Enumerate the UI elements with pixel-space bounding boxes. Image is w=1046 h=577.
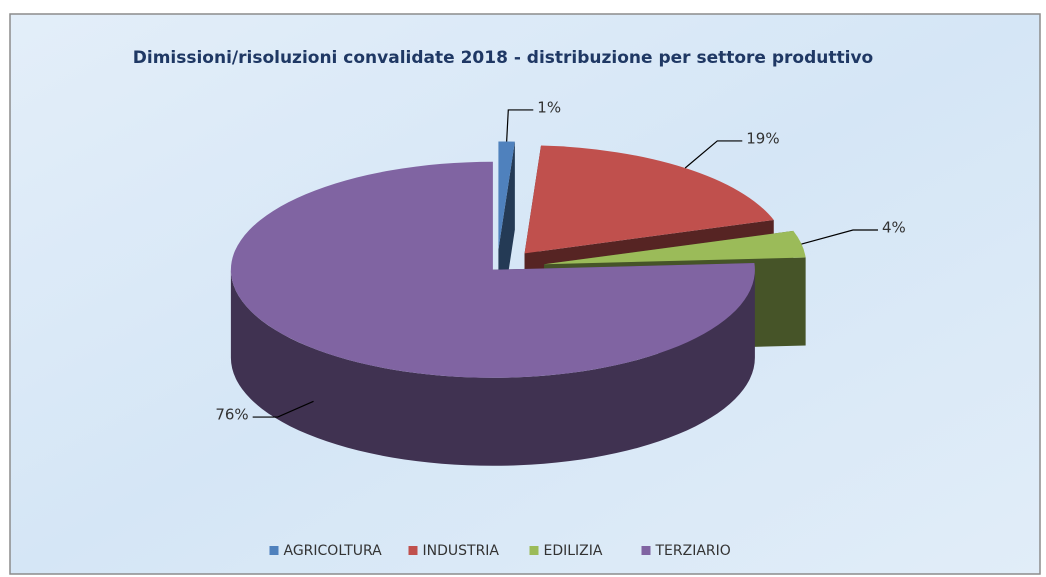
data-label: 1% [537, 98, 561, 116]
legend-label: INDUSTRIA [423, 543, 500, 559]
slice-side [230, 269, 755, 466]
leader-line [252, 400, 314, 418]
leader-line [506, 109, 534, 142]
chart-title: Dimissioni/risoluzioni convalidate 2018 … [133, 48, 873, 68]
data-label: 19% [746, 129, 779, 147]
legend-swatch [529, 546, 539, 555]
legend-swatch [641, 546, 651, 555]
slice [498, 141, 515, 250]
legend-label: AGRICOLTURA [284, 543, 383, 559]
legend-swatch [408, 546, 418, 555]
data-label: 4% [882, 219, 906, 237]
legend-label: EDILIZIA [544, 543, 603, 559]
slice [230, 161, 755, 378]
leader-line [684, 140, 743, 169]
slice [524, 145, 774, 254]
legend-swatch [269, 546, 279, 555]
legend-label: TERZIARIO [655, 543, 731, 559]
slice [544, 230, 806, 265]
leader-line [801, 229, 878, 245]
data-label: 76% [215, 406, 248, 424]
